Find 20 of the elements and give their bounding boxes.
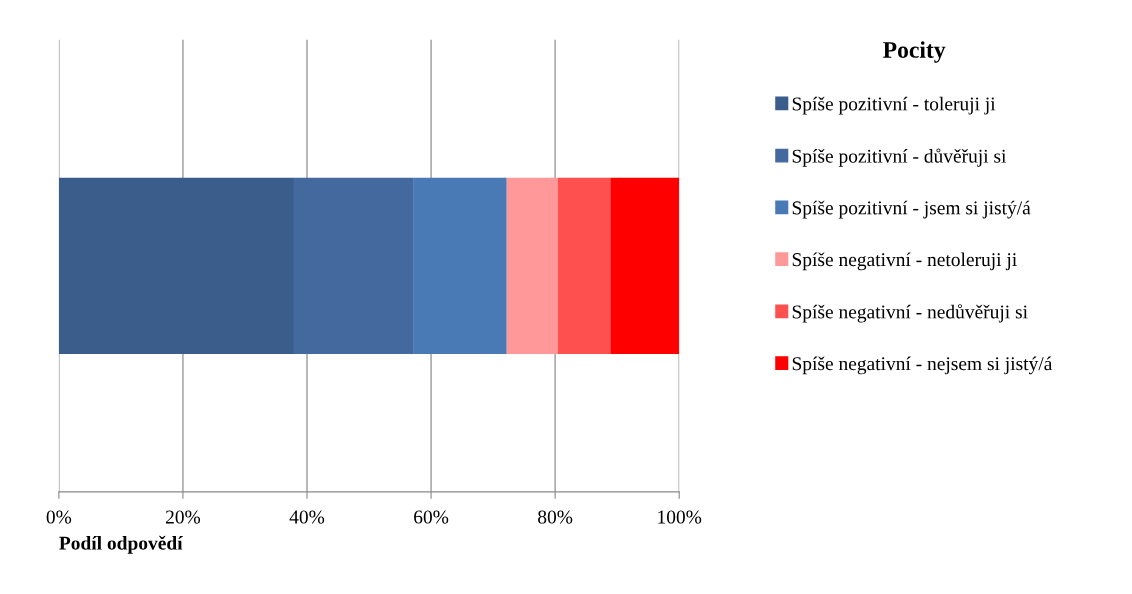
- bar: [610, 177, 680, 354]
- x-tick-label: 100%: [658, 510, 702, 524]
- bar: [557, 177, 611, 354]
- bar: [413, 177, 507, 354]
- legend-label: Spíše negativní - netoleruji ji: [792, 252, 1017, 271]
- legend-label: Spíše pozitivní - toleruji ji: [792, 96, 996, 115]
- bar: [506, 177, 558, 354]
- x-axis-title: Podíl odpovědí: [59, 535, 183, 554]
- legend-label: Spíše negativní - nejsem si jistý/á: [792, 356, 1053, 375]
- x-tick-label: 60%: [414, 510, 449, 524]
- bar: [58, 177, 294, 354]
- legend-label: Spíše negativní - nedůvěřuji si: [792, 304, 1028, 323]
- x-tick-label: 40%: [289, 510, 325, 524]
- legend-label: Spíše pozitivní - důvěřuji si: [792, 148, 1007, 167]
- x-tick-label: 80%: [538, 510, 573, 524]
- legend-label: Spíše pozitivní - jsem si jistý/á: [792, 200, 1031, 219]
- legend-title: Pocity: [883, 41, 946, 63]
- bar: [293, 177, 414, 354]
- x-tick-label: 0%: [46, 510, 72, 524]
- x-tick-label: 20%: [165, 510, 201, 524]
